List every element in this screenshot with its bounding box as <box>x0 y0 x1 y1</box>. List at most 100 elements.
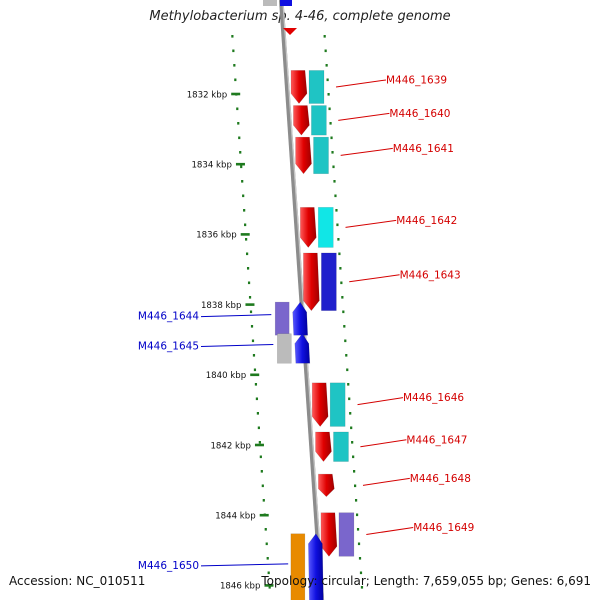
genome-backbone-line <box>278 0 325 600</box>
right-track-dot <box>354 499 358 502</box>
reverse-gene-label: M446_1645 <box>138 340 199 352</box>
right-track-dot <box>339 267 342 270</box>
forward-gene-arrow <box>320 512 338 557</box>
forward-gene-leader <box>340 147 393 156</box>
top-partial-cog-box <box>263 0 277 6</box>
forward-gene-leader <box>366 527 414 535</box>
right-track-dot <box>359 571 363 575</box>
reverse-gene-leader <box>200 343 274 347</box>
genome-summary-text: Topology: circular; Length: 7,659,055 bp… <box>261 574 591 588</box>
left-track-dot <box>266 557 269 560</box>
reverse-gene-arrow <box>308 533 324 600</box>
right-track-dot <box>338 252 341 256</box>
forward-gene-arrow <box>299 207 317 248</box>
scale-tick-label: 1832 kbp <box>187 90 228 100</box>
forward-gene-label: M446_1639 <box>386 74 447 86</box>
reverse-gene-leader <box>200 563 289 567</box>
genome-backbone-layer <box>278 0 325 600</box>
forward-gene-leader <box>357 397 404 406</box>
right-track-dot <box>325 64 328 67</box>
forward-gene-arrow <box>303 252 320 312</box>
left-track-dot <box>247 281 251 285</box>
genome-backbone-highlight <box>282 0 325 600</box>
left-track-dot <box>268 586 271 589</box>
forward-gene-label: M446_1646 <box>403 392 464 404</box>
forward-gene-label: M446_1649 <box>413 522 474 534</box>
forward-gene-arrow <box>295 136 312 175</box>
forward-gene-cog-box <box>333 431 349 462</box>
left-track-dot <box>234 78 237 82</box>
forward-gene-label: M446_1647 <box>406 434 467 446</box>
genes-layer <box>274 70 355 600</box>
right-track-dot <box>360 586 364 589</box>
left-track-dot <box>231 35 234 38</box>
right-track-dot <box>344 339 347 343</box>
right-track-dot <box>331 151 334 154</box>
right-track-dot <box>329 122 332 125</box>
right-track-dot <box>328 107 331 111</box>
right-track-dot <box>355 513 359 517</box>
right-track-dot <box>349 412 352 415</box>
left-track-dot <box>267 571 270 575</box>
left-track-dot <box>262 499 265 502</box>
forward-gene-leader <box>345 219 397 228</box>
scale-tick-mark <box>245 303 255 306</box>
scale-tick-label: 1844 kbp <box>215 512 256 522</box>
scale-tick-mark <box>250 373 260 377</box>
left-track-dot <box>260 470 263 473</box>
left-track-dot <box>258 441 261 444</box>
tick-dots-layer <box>231 35 364 589</box>
forward-gene-leader <box>335 79 387 88</box>
left-track-dot <box>248 296 252 299</box>
right-track-dot <box>335 209 338 212</box>
reverse-gene-cog-box <box>290 533 306 600</box>
forward-gene-cog-box <box>329 382 346 427</box>
left-track-dot <box>233 64 236 67</box>
forward-gene-cog-box <box>338 512 355 557</box>
reverse-gene-arrow <box>294 333 311 364</box>
forward-gene-leader <box>360 439 407 448</box>
scale-tick-mark <box>254 443 264 447</box>
left-track-dot <box>259 455 262 459</box>
right-track-dot <box>345 354 348 357</box>
right-track-dot <box>352 455 355 459</box>
forward-gene-label: M446_1648 <box>410 473 471 485</box>
right-track-dot <box>334 194 337 198</box>
left-track-dot <box>251 339 255 343</box>
right-track-dot <box>337 238 340 241</box>
right-track-dot <box>340 281 343 285</box>
scale-tick-label: 1836 kbp <box>196 231 237 241</box>
gene-labels-layer: M446_1639 M446_1640 M446_1641 M446_1642 M446… <box>138 74 474 571</box>
right-track-dot <box>323 35 326 38</box>
left-track-dot <box>245 252 249 256</box>
scale-ticks-layer: 1832 kbp 1834 kbp 1836 kbp 1838 kbp 1840 kbp… <box>187 90 274 592</box>
forward-gene-cog-box <box>308 70 325 104</box>
right-track-dot <box>358 557 362 560</box>
top-partial-genes <box>263 0 297 35</box>
left-track-dot <box>242 194 245 198</box>
right-track-dot <box>350 426 353 430</box>
left-track-dot <box>236 107 239 111</box>
right-track-dot <box>336 223 339 227</box>
top-partial-reverse-gene <box>280 0 292 6</box>
left-track-dot <box>261 484 264 488</box>
left-track-dot <box>240 165 243 169</box>
reverse-gene-label: M446_1650 <box>138 560 199 572</box>
right-track-dot <box>333 180 336 183</box>
top-partial-forward-gene <box>283 28 297 35</box>
left-track-dot <box>249 310 253 314</box>
reverse-gene-label: M446_1644 <box>138 311 199 323</box>
right-track-dot <box>356 528 360 531</box>
right-track-dot <box>351 441 354 444</box>
right-track-dot <box>324 49 327 53</box>
left-track-dot <box>253 368 257 372</box>
forward-gene-label: M446_1640 <box>389 108 450 120</box>
left-track-dot <box>243 209 246 212</box>
left-track-dot <box>237 122 240 125</box>
left-track-dot <box>256 412 259 415</box>
forward-gene-cog-box <box>321 252 337 311</box>
forward-gene-arrow <box>315 431 332 463</box>
right-track-dot <box>341 296 344 299</box>
forward-gene-leader <box>362 477 410 486</box>
